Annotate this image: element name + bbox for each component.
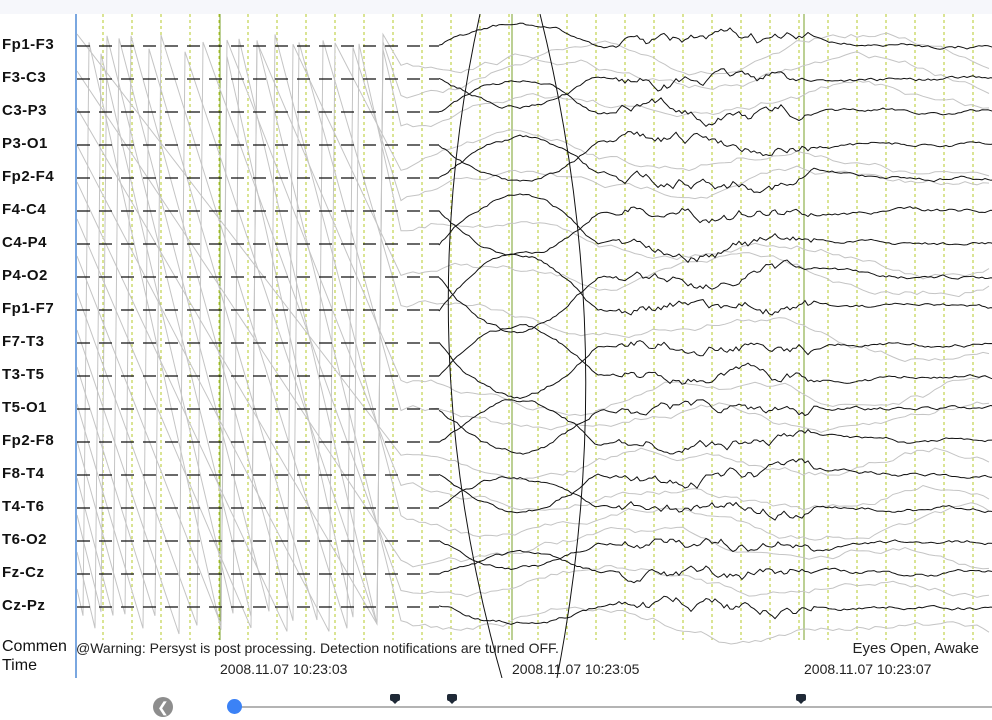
channel-label: F7-T3 <box>2 333 45 350</box>
overlay-trace <box>77 38 990 629</box>
channel-label: Fp2-F8 <box>2 432 55 449</box>
comment-state: Eyes Open, Awake <box>852 640 979 657</box>
time-mark: 2008.11.07 10:23:03 <box>220 661 348 677</box>
overlay-trace <box>77 41 990 635</box>
channel-label: Cz-Pz <box>2 597 46 614</box>
channel-trace <box>438 253 992 316</box>
overlay-trace <box>77 42 990 630</box>
overlay-trace <box>77 39 990 625</box>
back-button[interactable]: ❮ <box>153 697 173 717</box>
overlay-trace <box>77 35 990 621</box>
comment-marker-icon[interactable] <box>447 694 457 704</box>
channel-trace <box>438 22 992 50</box>
time-mark: 2008.11.07 10:23:07 <box>804 661 932 677</box>
channel-trace <box>438 537 992 571</box>
channel-label: F3-C3 <box>2 69 47 86</box>
channel-label: T4-T6 <box>2 498 45 515</box>
comment-warning: @Warning: Persyst is post processing. De… <box>76 640 559 656</box>
overlay-trace <box>77 43 990 632</box>
time-row-label: Time <box>2 657 37 674</box>
overlay-trace <box>77 33 990 481</box>
timeline-bar <box>0 680 992 720</box>
channel-trace <box>438 399 992 455</box>
channel-trace <box>438 259 992 334</box>
channel-label-column: Fp1-F3 F3-C3 C3-P3 P3-O1 Fp2-F4 F4-C4 C4-P4 P4-… <box>0 0 75 640</box>
chevron-left-icon: ❮ <box>157 699 169 715</box>
comment-row-label: Commen <box>2 638 67 655</box>
overlay-trace <box>77 41 990 629</box>
channel-trace <box>438 476 992 521</box>
channel-trace <box>438 340 992 400</box>
channel-trace <box>438 323 992 385</box>
channel-label: T5-O1 <box>2 399 48 416</box>
channel-trace <box>438 549 992 584</box>
eeg-trace-canvas[interactable] <box>75 14 992 678</box>
channel-label: F4-C4 <box>2 201 47 218</box>
channel-label: Fp1-F3 <box>2 36 55 53</box>
artifact-envelope <box>447 14 587 678</box>
channel-trace <box>438 130 992 182</box>
comment-marker-icon[interactable] <box>390 694 400 704</box>
channel-trace <box>438 80 992 127</box>
channel-label: Fz-Cz <box>2 564 45 581</box>
channel-label: C3-P3 <box>2 102 48 119</box>
overlay-trace <box>77 34 990 616</box>
channel-label: F8-T4 <box>2 465 45 482</box>
comment-marker-icon[interactable] <box>796 694 806 704</box>
channel-label: Fp1-F7 <box>2 300 55 317</box>
channel-trace <box>438 206 992 256</box>
overlay-trace <box>77 70 990 570</box>
timeline-position-handle[interactable] <box>227 699 242 714</box>
channel-label: P4-O2 <box>2 267 48 284</box>
timeline-track[interactable] <box>234 706 992 708</box>
overlay-trace <box>77 35 990 645</box>
channel-trace <box>438 68 992 110</box>
overlay-trace <box>77 41 990 626</box>
channel-trace <box>438 399 992 455</box>
eeg-trace-svg <box>77 14 992 678</box>
channel-trace <box>438 595 992 625</box>
channel-label: P3-O1 <box>2 135 48 152</box>
channel-label: Fp2-F4 <box>2 168 55 185</box>
overlay-trace <box>77 34 990 629</box>
time-mark: 2008.11.07 10:23:05 <box>512 661 640 677</box>
top-toolbar-strip <box>0 0 992 14</box>
channel-label: T3-T5 <box>2 366 45 383</box>
channel-trace <box>438 193 992 264</box>
channel-label: C4-P4 <box>2 234 48 251</box>
channel-trace <box>438 458 992 514</box>
channel-label: T6-O2 <box>2 531 48 548</box>
overlay-trace <box>77 42 990 632</box>
overlay-trace <box>77 40 990 629</box>
channel-trace <box>438 134 992 194</box>
